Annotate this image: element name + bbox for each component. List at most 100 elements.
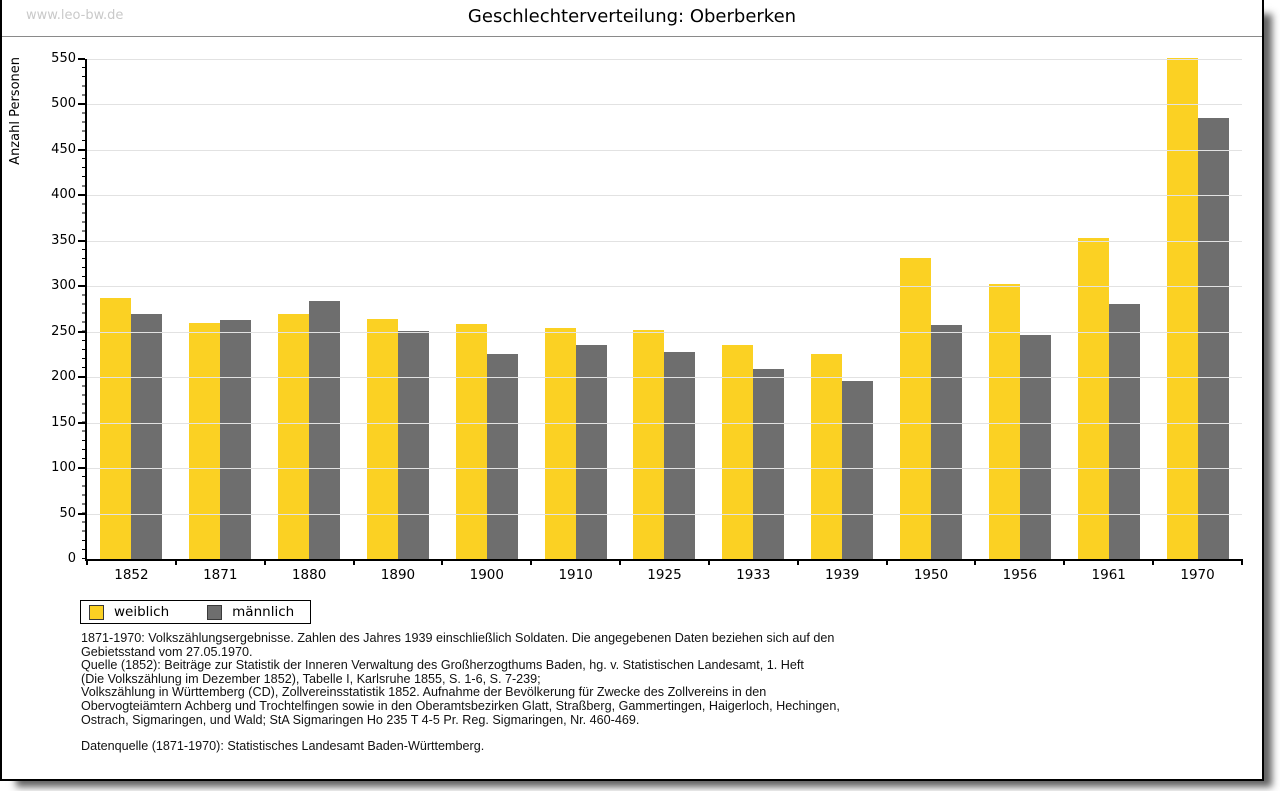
gridline [87,468,1242,470]
legend-label-weiblich: weiblich [114,604,170,620]
y-axis-tick-label: 500 [51,96,76,112]
bar-weiblich-1970 [1166,58,1198,559]
x-axis-tick [174,559,177,565]
bar-group [531,59,620,559]
bar-group [975,59,1064,559]
y-axis-tick-label: 550 [51,51,76,66]
footnote-line: Gebietsstand vom 27.05.1970. [81,644,253,659]
x-axis-tick [796,559,799,565]
bar-weiblich-1956 [988,284,1020,559]
gridline [87,513,1242,515]
gridline [87,195,1242,197]
x-axis-tick [530,559,533,565]
y-axis-tick-label: 450 [51,141,76,157]
gridline [87,331,1242,333]
y-axis-major-tick [78,421,85,424]
x-axis-tick-label: 1950 [913,567,949,583]
bar-group [354,59,443,559]
bar-männlich-1925 [664,351,696,559]
gridline [87,104,1242,106]
y-axis-tick-label: 250 [51,323,76,339]
source-footnotes: 1871-1970: Volkszählungsergebnisse. Zahl… [81,631,911,754]
x-axis-tick [441,559,444,565]
x-axis-tick-label: 1961 [1091,567,1126,583]
bar-group [709,59,798,559]
x-axis-tick [1152,559,1155,565]
y-axis-tick-label: 350 [51,232,76,248]
bar-männlich-1933 [753,369,785,559]
footnote-line: Obervogteiämtern Achberg und Trochtelfin… [81,698,840,713]
bar-männlich-1880 [309,300,341,559]
x-axis-tick-label: 1956 [1002,567,1038,583]
bar-group [442,59,531,559]
bar-group [176,59,265,559]
bar-group [1153,58,1242,559]
y-axis-major-tick [78,194,85,197]
x-axis-tick [885,559,888,565]
bar-männlich-1961 [1108,303,1140,559]
y-axis-major-tick [78,148,85,151]
bar-weiblich-1871 [189,322,221,559]
x-axis-tick-label: 1871 [203,567,238,583]
footnote-line: Quelle (1852): Beiträge zur Statistik de… [81,658,804,673]
gridline [87,240,1242,242]
y-axis-tick-label: 400 [51,187,76,203]
datasource-line: Datenquelle (1871-1970): Statistisches L… [81,739,485,754]
x-axis-tick [619,559,622,565]
legend-swatch-maennlich [207,604,223,620]
gridline [87,59,1242,60]
gridline [87,422,1242,424]
gridline [87,377,1242,379]
y-axis-major-tick [78,467,85,470]
bar-männlich-1852 [131,313,163,559]
gridline [87,286,1242,288]
x-axis-tick-label: 1925 [647,567,682,583]
bar-weiblich-1939 [811,354,843,559]
page-title: Geschlechterverteilung: Oberberken [467,6,797,27]
chart-window-panel: www.leo-bw.de Geschlechterverteilung: Ob… [0,0,1264,781]
x-axis-tick-label: 1890 [380,567,416,583]
footnote-paragraph: 1871-1970: Volkszählungsergebnisse. Zahl… [81,631,911,727]
bar-groups [87,58,1242,559]
bar-weiblich-1961 [1077,238,1109,559]
bar-weiblich-1900 [455,324,487,559]
y-axis-major-tick [78,330,85,333]
bar-männlich-1900 [486,353,518,559]
bar-weiblich-1910 [544,328,576,559]
y-axis-major-tick [78,376,85,379]
x-axis-tick-label: 1852 [114,567,149,583]
bar-group [887,59,976,559]
bar-männlich-1910 [575,345,607,559]
header-bar: www.leo-bw.de Geschlechterverteilung: Ob… [2,0,1262,37]
x-axis-tick [263,559,266,565]
legend-item-weiblich: weiblich [89,604,169,620]
x-axis-tick [86,559,88,565]
bar-group [798,59,887,559]
x-axis-ticks [86,559,1243,565]
bar-weiblich-1852 [100,298,132,559]
x-axis-tick-labels: 1852 1871 1880 1890 1900 1910 1925 1933 1939 1950… [87,567,1242,583]
y-axis-major-tick [78,512,85,515]
footnote-line: 1871-1970: Volkszählungsergebnisse. Zahl… [81,631,835,645]
x-axis-tick-label: 1880 [291,567,327,583]
footnote-line: Ostrach, Sigmaringen, und Wald; StA Sigm… [81,712,640,727]
bar-männlich-1950 [931,325,963,559]
legend-label-maennlich: männlich [232,604,295,620]
bar-weiblich-1933 [722,345,754,559]
y-axis-tick-label: 150 [51,414,76,430]
legend-swatch-weiblich [89,604,104,620]
y-axis-tick-label: 200 [51,369,76,385]
bar-chart-plot-area: 1852 1871 1880 1890 1900 1910 1925 1933 1939 1950… [78,58,1243,583]
x-axis-tick [707,559,710,565]
bar-weiblich-1890 [366,319,398,559]
x-axis-tick-label: 1939 [824,567,860,583]
bar-männlich-1956 [1019,335,1051,559]
footnote-line: (Die Volkszählung im Dezember 1852), Tab… [81,671,541,686]
bar-weiblich-1880 [278,314,310,559]
y-axis-major-tick [78,285,85,288]
x-axis-tick [352,559,355,565]
bar-group [620,59,709,559]
y-axis-major-tick [78,58,85,60]
y-axis-major-tick [78,103,85,106]
y-axis-minor-ticks [82,59,86,559]
